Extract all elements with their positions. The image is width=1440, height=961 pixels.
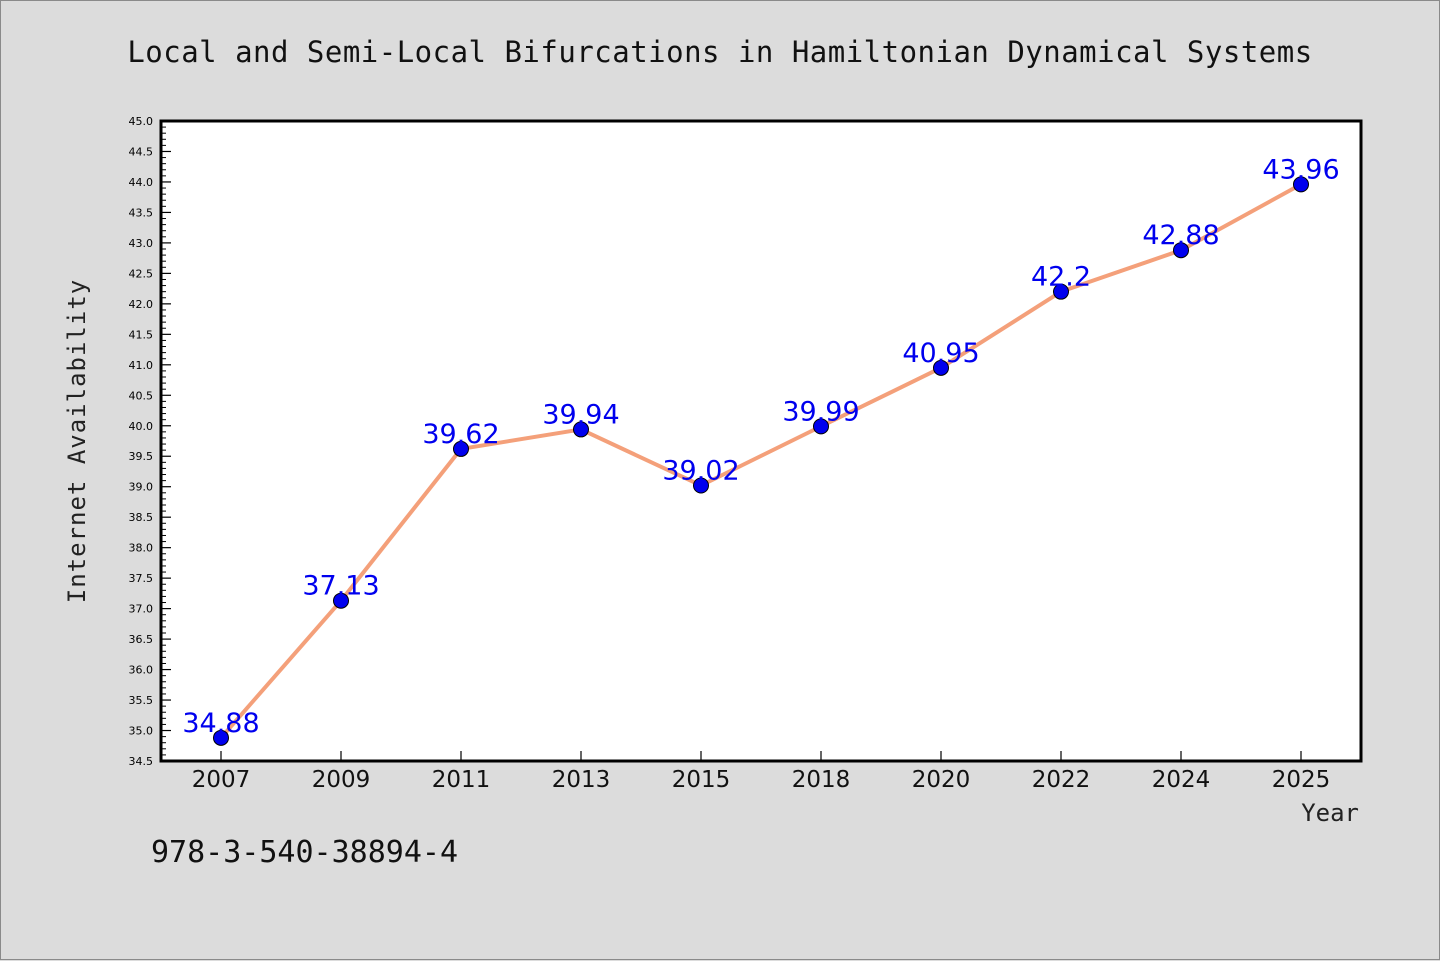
y-axis: 34.5 35.0 35.5 36.0 36.5 37.0 37.5 38.0 38.5 39.0… (129, 115, 171, 768)
data-label: 39.62 (422, 419, 499, 450)
y-tick-label: 35.0 (129, 725, 154, 738)
plot-frame (159, 119, 1363, 763)
data-label: 40.95 (902, 338, 979, 369)
data-label: 39.99 (782, 396, 859, 427)
y-tick-label: 44.5 (129, 145, 154, 158)
x-tick-label: 2022 (1032, 767, 1091, 793)
data-point (1293, 176, 1309, 193)
data-point (693, 477, 709, 494)
series-line (219, 182, 1302, 740)
x-tick-label: 2024 (1152, 767, 1211, 793)
y-tick-label: 44.0 (129, 176, 154, 189)
chart-title: Local and Semi-Local Bifurcations in Ham… (127, 35, 1313, 69)
data-label: 42.2 (1031, 262, 1091, 293)
y-tick-label: 39.5 (129, 450, 154, 463)
data-point (573, 421, 589, 438)
y-tick-label: 43.0 (129, 237, 154, 250)
x-tick-label: 2007 (192, 767, 251, 793)
series-group: 34.88 37.13 39.62 39.94 39.02 39.99 40.95 42.2 4… (182, 154, 1340, 746)
data-point (213, 729, 229, 746)
y-tick-label: 41.5 (129, 328, 154, 341)
y-tick-label: 42.5 (129, 267, 154, 280)
x-tick-label: 2018 (792, 767, 851, 793)
data-label: 42.88 (1142, 220, 1219, 251)
x-tick-label: 2015 (672, 767, 731, 793)
y-tick-label: 37.5 (129, 572, 154, 585)
x-tick-label: 2011 (432, 767, 491, 793)
y-tick-label: 34.5 (129, 755, 154, 768)
y-axis-label: Internet Availability (63, 279, 91, 603)
footnote-isbn: 978-3-540-38894-4 (151, 835, 459, 870)
y-tick-label: 42.0 (129, 298, 154, 311)
y-tick-label: 39.0 (129, 481, 154, 494)
x-axis: 2007 2009 2011 2013 2015 2018 2020 2022 2024 2025 (192, 751, 1331, 793)
x-tick-label: 2025 (1272, 767, 1331, 793)
data-label: 37.13 (302, 571, 379, 602)
y-tick-label: 36.0 (129, 664, 154, 677)
plot-area (161, 121, 1361, 761)
data-point (333, 592, 349, 609)
y-tick-label: 36.5 (129, 633, 154, 646)
y-tick-label: 43.5 (129, 206, 154, 219)
y-tick-label: 37.0 (129, 603, 154, 616)
data-label: 43.96 (1262, 154, 1339, 185)
y-tick-label: 41.0 (129, 359, 154, 372)
x-tick-label: 2009 (312, 767, 371, 793)
y-tick-label: 40.5 (129, 389, 154, 402)
data-label: 39.94 (542, 399, 619, 430)
y-tick-label: 40.0 (129, 420, 154, 433)
data-point (1053, 283, 1069, 300)
data-point (933, 359, 949, 376)
y-tick-label: 35.5 (129, 694, 154, 707)
data-label: 34.88 (182, 708, 259, 739)
data-label: 39.02 (662, 455, 739, 486)
data-point (1173, 242, 1189, 259)
data-point (813, 418, 829, 435)
x-tick-label: 2013 (552, 767, 611, 793)
x-axis-label: Year (1301, 799, 1359, 827)
data-point (453, 440, 469, 457)
y-tick-label: 38.5 (129, 511, 154, 524)
y-tick-label: 38.0 (129, 542, 154, 555)
x-tick-label: 2020 (912, 767, 971, 793)
y-tick-label: 45.0 (129, 115, 154, 128)
